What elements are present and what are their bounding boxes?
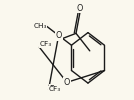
Text: O: O — [64, 78, 70, 87]
Text: CF₃: CF₃ — [49, 86, 61, 92]
Text: O: O — [56, 31, 62, 40]
Text: CH₃: CH₃ — [33, 23, 47, 29]
Text: F: F — [50, 85, 54, 94]
Text: O: O — [77, 4, 83, 12]
Text: CF₃: CF₃ — [39, 41, 52, 47]
